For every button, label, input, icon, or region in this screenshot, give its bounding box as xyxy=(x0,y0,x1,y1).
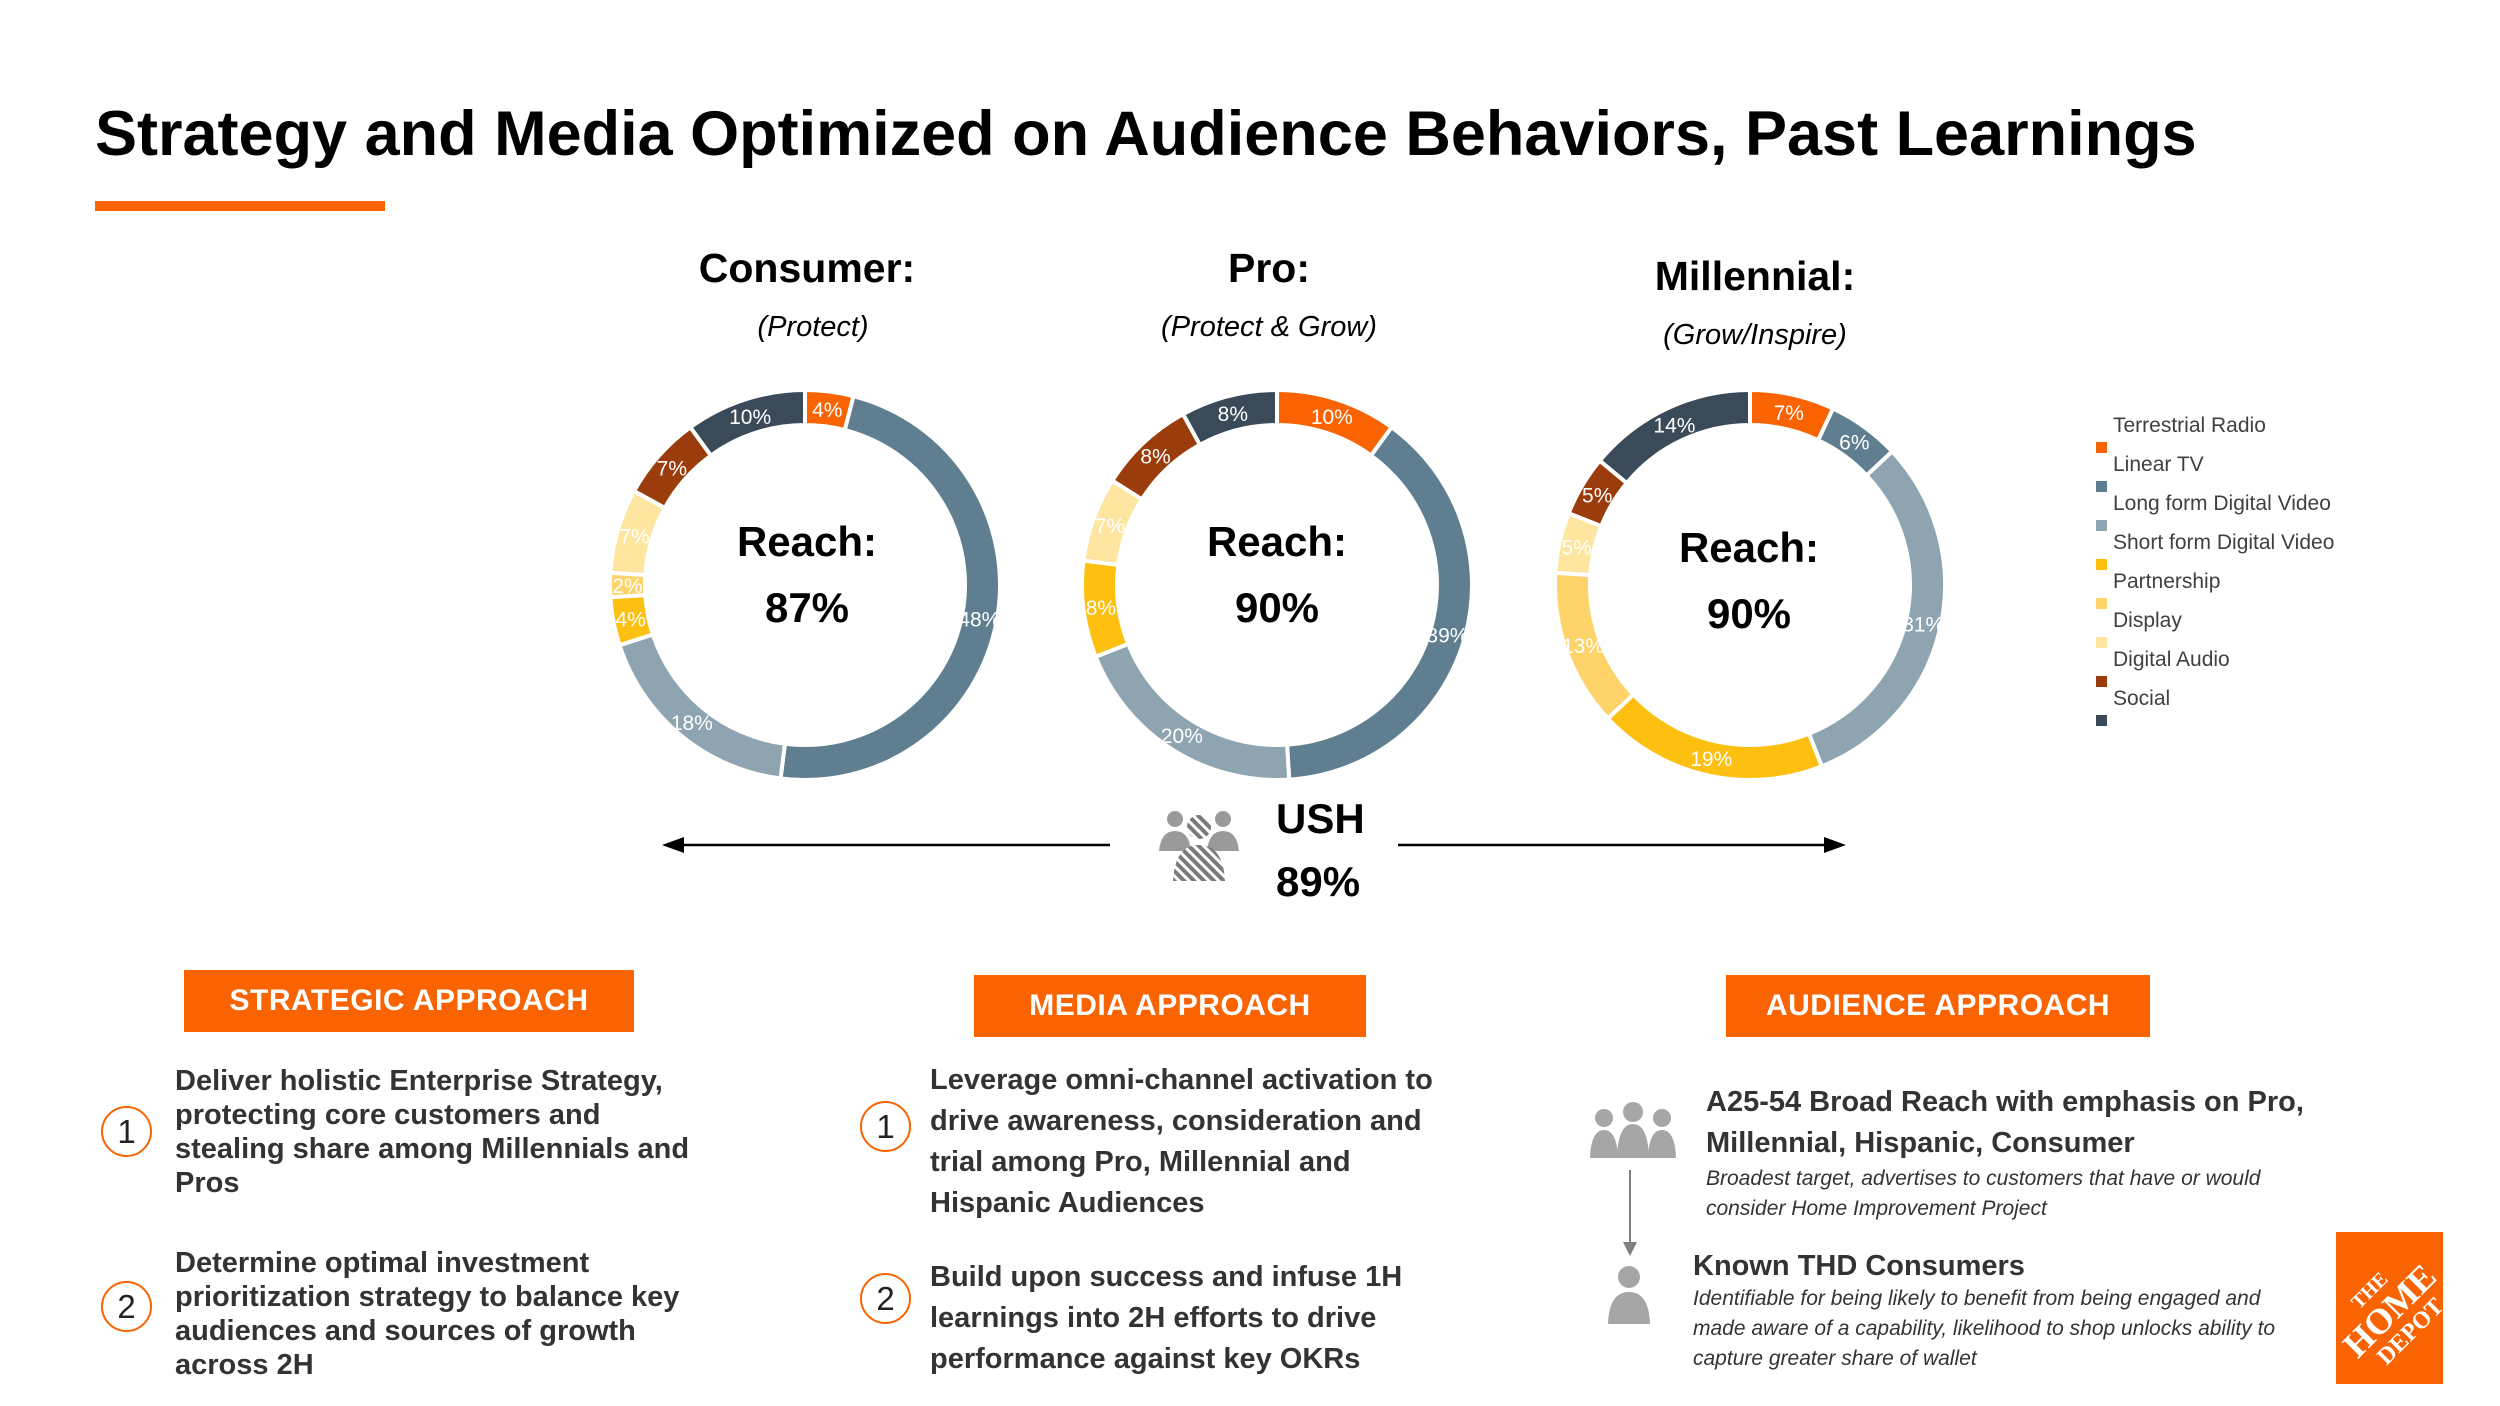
slice-label: 14% xyxy=(1653,414,1695,437)
slice-label: 31% xyxy=(1902,614,1944,637)
slice-label: 7% xyxy=(619,525,649,548)
slice-label: 10% xyxy=(1311,406,1353,429)
media-item-1-number: 1 xyxy=(860,1101,911,1152)
slice-label: 8% xyxy=(1086,597,1116,620)
segment-consumer-title: Consumer: xyxy=(698,245,916,291)
slice-label: 39% xyxy=(1426,625,1468,648)
donut-slice-social xyxy=(1180,387,1279,448)
audience-known-desc: Identifiable for being likely to benefit… xyxy=(1693,1287,2276,1370)
donut-slice-long-form-digital-video xyxy=(617,631,788,781)
legend-swatch xyxy=(2096,637,2107,648)
reach-value: 87% xyxy=(764,584,850,631)
slice-label: 8% xyxy=(1140,446,1170,469)
segment-pro-subtitle: (Protect & Grow) xyxy=(1161,311,1377,343)
legend-label: Partnership xyxy=(2113,570,2221,593)
donut-chart-millennial: 7% 6% 31% 19% 13% 5% 5% 14% xyxy=(1552,387,1947,782)
ush-value: 89% xyxy=(1276,858,1361,905)
reach-value: 90% xyxy=(1234,584,1320,631)
reach-label: Reach: xyxy=(736,518,878,565)
slice-label: 48% xyxy=(958,608,1000,631)
donut-chart-pro: 10% 39% 20% 8% 7% 8% 8% xyxy=(1080,387,1474,782)
audience-broad-title: A25-54 Broad Reach with emphasis on Pro,… xyxy=(1706,1086,2304,1159)
donut-slice-social xyxy=(687,387,807,459)
title-underline xyxy=(95,201,385,211)
legend-swatch xyxy=(2096,481,2107,492)
legend-label: Long form Digital Video xyxy=(2113,492,2331,515)
media-approach-header: MEDIA APPROACH xyxy=(974,975,1366,1037)
legend-label: Social xyxy=(2113,687,2171,710)
legend-swatch xyxy=(2096,598,2107,609)
donut-slice-linear-tv xyxy=(778,393,1002,782)
legend-label: Display xyxy=(2113,609,2182,632)
slice-label: 10% xyxy=(729,406,771,429)
slice-label: 13% xyxy=(1562,635,1604,658)
slice-label: 5% xyxy=(1582,485,1612,508)
slice-label: 7% xyxy=(1095,515,1125,538)
legend-label: Linear TV xyxy=(2113,453,2204,476)
slice-label: 18% xyxy=(671,712,713,735)
strategic-approach-header: STRATEGIC APPROACH xyxy=(184,970,634,1032)
slice-label: 5% xyxy=(1562,536,1592,559)
legend-swatch xyxy=(2096,676,2107,687)
slice-label: 20% xyxy=(1161,725,1203,748)
reach-consumer: Reach: 87% xyxy=(652,518,962,632)
donut-slice-social xyxy=(1596,387,1752,486)
segment-consumer-subtitle: (Protect) xyxy=(757,311,869,343)
reach-label: Reach: xyxy=(1206,518,1348,565)
strategic-item-2-number: 2 xyxy=(101,1281,152,1332)
slice-label: 4% xyxy=(812,399,842,422)
slice-label: 19% xyxy=(1690,748,1732,771)
legend-swatch xyxy=(2096,520,2107,531)
slice-label: 4% xyxy=(615,608,645,631)
legend-label: Terrestrial Radio xyxy=(2113,414,2266,437)
left-arrow xyxy=(662,837,1110,853)
legend-swatch xyxy=(2096,442,2107,453)
down-arrow-icon xyxy=(1623,1170,1637,1256)
donut-slice-long-form-digital-video xyxy=(1093,641,1292,782)
donut-chart-consumer: 4% 48% 18% 4% 2% 7% 7% 10% xyxy=(608,387,1002,782)
right-arrow xyxy=(1398,837,1846,853)
segment-pro-title: Pro: xyxy=(1228,245,1310,291)
legend-swatch xyxy=(2096,715,2107,726)
audience-known-title: Known THD Consumers xyxy=(1693,1250,2025,1282)
slice-label: 6% xyxy=(1839,431,1869,454)
audience-approach-header: AUDIENCE APPROACH xyxy=(1726,975,2150,1037)
slice-label: 7% xyxy=(1774,402,1804,425)
audience-group-icon xyxy=(1590,1102,1676,1158)
segment-millennial-subtitle: (Grow/Inspire) xyxy=(1663,319,1847,351)
home-depot-logo: THE HOME DEPOT xyxy=(2336,1232,2443,1384)
audience-broad-desc: Broadest target, advertises to customers… xyxy=(1706,1167,2261,1220)
ush-label: USH xyxy=(1276,795,1365,842)
legend-label: Digital Audio xyxy=(2113,648,2230,671)
media-item-1-text: Leverage omni-channel activation to driv… xyxy=(930,1064,1433,1219)
legend-swatch xyxy=(2096,559,2107,570)
media-item-2-text: Build upon success and infuse 1H learnin… xyxy=(930,1261,1403,1375)
person-icon xyxy=(1608,1266,1650,1324)
reach-value: 90% xyxy=(1706,590,1792,637)
reach-millennial: Reach: 90% xyxy=(1594,524,1904,638)
slice-label: 7% xyxy=(657,458,687,481)
media-item-2-number: 2 xyxy=(860,1273,911,1324)
page-title: Strategy and Media Optimized on Audience… xyxy=(95,99,2197,169)
strategic-item-1-number: 1 xyxy=(101,1106,152,1157)
legend-label: Short form Digital Video xyxy=(2113,531,2335,554)
slice-label: 8% xyxy=(1218,403,1248,426)
slice-label: 2% xyxy=(612,575,642,598)
strategic-item-1-text: Deliver holistic Enterprise Strategy, pr… xyxy=(175,1065,690,1199)
segment-millennial-title: Millennial: xyxy=(1654,253,1856,299)
reach-pro: Reach: 90% xyxy=(1122,518,1432,632)
reach-label: Reach: xyxy=(1678,524,1820,571)
strategic-item-2-text: Determine optimal investment prioritizat… xyxy=(175,1247,680,1381)
people-group-icon xyxy=(1159,811,1239,881)
